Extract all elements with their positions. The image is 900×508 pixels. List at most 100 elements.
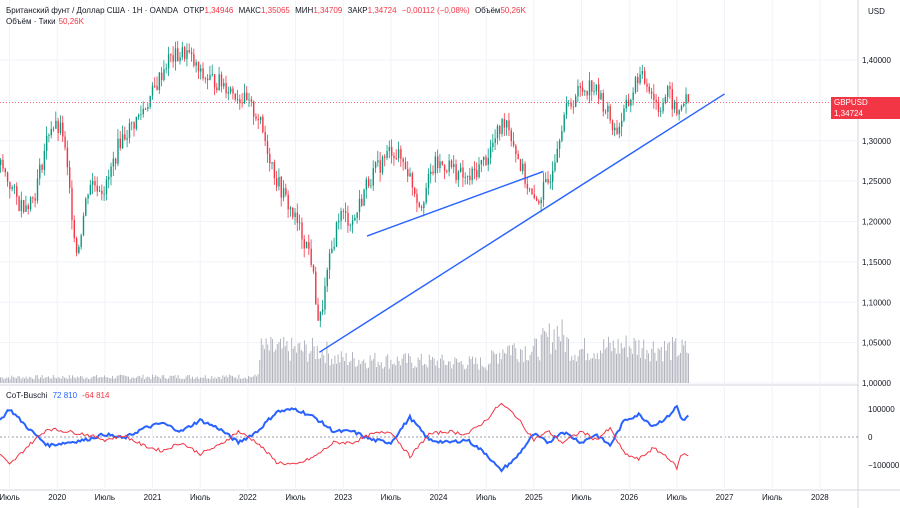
trendline[interactable] xyxy=(318,93,725,353)
volume-bar xyxy=(446,364,448,383)
candle-body xyxy=(506,120,508,128)
candle-body xyxy=(112,158,115,167)
y-tick-label: 1,30000 xyxy=(862,137,891,146)
volume-bar xyxy=(40,377,41,383)
volume-bar xyxy=(86,377,88,383)
volume-bar xyxy=(320,358,321,383)
volume-bar xyxy=(616,353,617,383)
candle-body xyxy=(388,146,391,152)
volume-bar xyxy=(571,356,573,383)
candle-body xyxy=(243,92,246,104)
volume-bar xyxy=(662,361,664,383)
volume-bar xyxy=(577,356,579,383)
candle-body xyxy=(457,171,460,181)
volume-bar xyxy=(427,367,429,383)
volume-bar xyxy=(147,376,149,383)
candle-body xyxy=(147,107,149,109)
volume-bar xyxy=(572,360,574,383)
volume-bar xyxy=(606,347,608,383)
candle-body xyxy=(545,178,547,183)
candle-body xyxy=(75,238,78,253)
volume-bar xyxy=(664,340,665,383)
volume-bar xyxy=(328,353,329,383)
candle-body xyxy=(483,156,485,161)
candle-body xyxy=(437,156,439,169)
volume-bar xyxy=(243,378,245,383)
volume-bar xyxy=(398,360,400,383)
volume-bar xyxy=(472,356,473,383)
candle-body xyxy=(195,62,197,66)
candle-body xyxy=(575,96,577,107)
volume-bar xyxy=(457,362,459,383)
x-tick-label: 2025 xyxy=(525,493,543,502)
volume-bar xyxy=(302,351,304,383)
candle-body xyxy=(264,132,266,141)
volume-bar xyxy=(595,358,597,383)
candle-body xyxy=(248,99,250,101)
candle-body xyxy=(414,187,416,194)
candle-body xyxy=(347,212,349,226)
candle-body xyxy=(105,179,108,194)
volume-bar xyxy=(332,364,334,383)
candle-body xyxy=(669,86,671,90)
candle-body xyxy=(676,102,678,115)
candle-body xyxy=(71,187,73,220)
volume-bar xyxy=(121,374,123,383)
volume-bar xyxy=(30,377,32,383)
volume-bar xyxy=(280,338,281,383)
volume-bar xyxy=(528,360,529,383)
volume-bar xyxy=(110,378,112,383)
candle-body xyxy=(326,269,328,287)
y-tick-label: 1,15000 xyxy=(862,258,891,267)
volume-bar xyxy=(584,338,585,383)
candle-body xyxy=(41,164,43,170)
volume-bar xyxy=(160,378,161,383)
candle-body xyxy=(149,95,151,108)
osc-y-tick-label: −100000 xyxy=(868,461,900,470)
candle-body xyxy=(393,155,395,159)
candle-body xyxy=(577,86,579,97)
trendlines[interactable] xyxy=(318,93,725,353)
volume-bar xyxy=(380,362,382,383)
volume-bar xyxy=(336,363,337,383)
axes: 1,400001,350001,300001,250001,200001,150… xyxy=(0,56,900,502)
candle-body xyxy=(542,182,545,200)
price-tag-symbol: GBPUSD xyxy=(834,98,868,108)
volume-bar xyxy=(604,348,606,383)
volume-bar xyxy=(312,337,313,383)
volume-bar xyxy=(494,353,496,383)
candle-body xyxy=(87,194,89,199)
high-label: МАКС xyxy=(238,6,261,15)
volume-bar xyxy=(574,354,576,383)
volume-bar xyxy=(652,341,654,383)
candle-body xyxy=(322,309,324,312)
volume-bar xyxy=(104,375,105,383)
volume-bar xyxy=(222,375,224,383)
volume-bar xyxy=(649,361,651,383)
volume-bar xyxy=(57,376,59,383)
candle-body xyxy=(623,108,625,121)
candle-body xyxy=(80,235,82,247)
volume-bar xyxy=(428,354,430,383)
candle-body xyxy=(239,99,241,103)
volume-bar xyxy=(140,377,142,383)
candle-body xyxy=(310,248,312,265)
volume-bar xyxy=(585,360,587,383)
candle-body xyxy=(549,181,552,183)
volume-bar xyxy=(155,375,157,383)
candle-body xyxy=(172,55,174,62)
trendline[interactable] xyxy=(366,170,544,237)
candle-body xyxy=(425,187,427,203)
candle-body xyxy=(611,120,614,131)
candle-body xyxy=(363,189,365,206)
volume-bar xyxy=(248,376,249,383)
candle-body xyxy=(331,248,333,254)
volume-bar xyxy=(203,377,205,383)
candle-body xyxy=(55,120,57,129)
volume-bar xyxy=(1,377,3,383)
volume-bar xyxy=(619,353,621,383)
volume-bar xyxy=(238,374,240,383)
candle-body xyxy=(85,198,87,216)
candle-body xyxy=(294,212,296,217)
